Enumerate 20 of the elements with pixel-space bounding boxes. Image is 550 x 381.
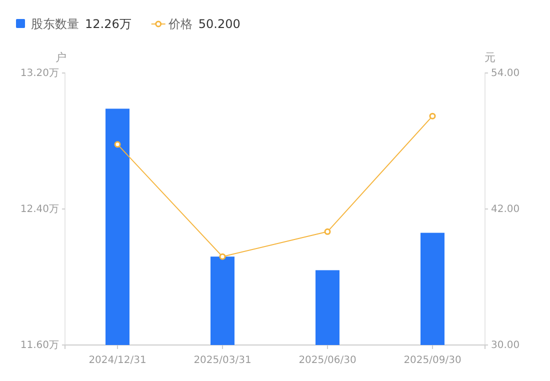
x-tick-label: 2025/09/30 [404, 355, 462, 366]
point [219, 253, 226, 260]
x-tick-label: 2024/12/31 [88, 355, 146, 366]
y2-axis-title: 元 [484, 51, 496, 64]
point [324, 228, 331, 235]
y2-tick-label: 42.00 [491, 204, 520, 216]
y2-tick-label: 30.00 [491, 340, 520, 352]
text: 12.26万 [85, 17, 132, 31]
x-tick-label: 2025/06/30 [298, 355, 356, 366]
y-tick-label: 12.40万 [20, 204, 59, 216]
y-axis-title: 户 [56, 51, 66, 64]
text: 50.200 [198, 17, 240, 31]
y-tick-label: 13.20万 [20, 68, 59, 80]
y-tick-label: 11.60万 [20, 340, 59, 352]
x-tick-label: 2025/03/31 [194, 355, 252, 366]
point [429, 112, 436, 120]
legend-label: 价格 [167, 17, 192, 31]
point [114, 141, 121, 148]
legend-label: 股东数量 [31, 17, 79, 31]
y2-tick-label: 54.00 [491, 68, 520, 80]
